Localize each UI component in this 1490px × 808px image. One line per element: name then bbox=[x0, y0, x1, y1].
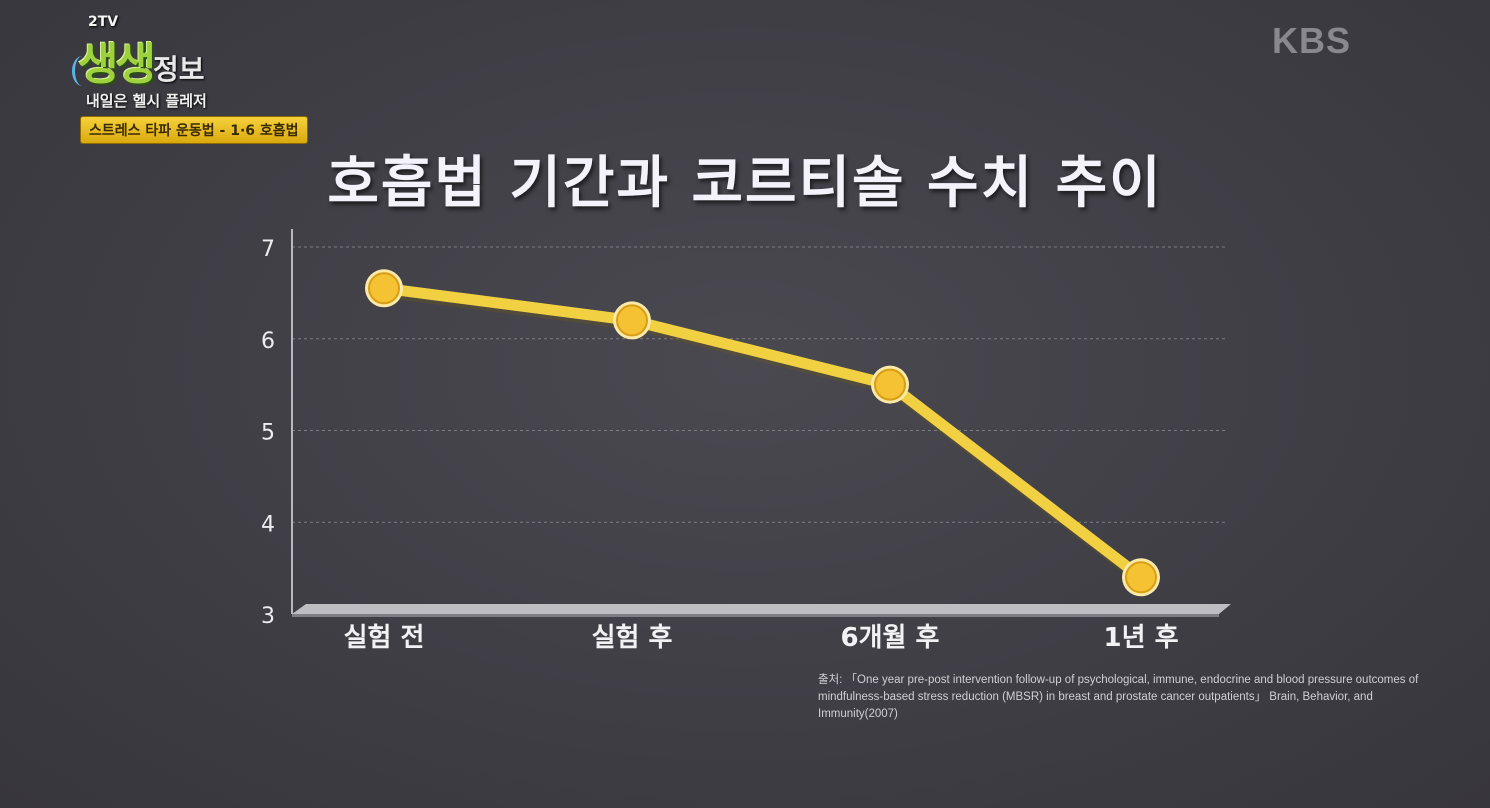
x-tick-label-1: 실험 전 bbox=[344, 623, 425, 653]
x-tick-labels: 실험 전 실험 후 6개월 후 1년 후 bbox=[344, 623, 1179, 653]
series bbox=[365, 269, 1160, 597]
program-name: 생생정보 bbox=[78, 28, 205, 92]
x-axis-floor bbox=[292, 604, 1231, 614]
y-tick-label-4: 4 bbox=[261, 512, 275, 537]
x-axis-floor-edge bbox=[292, 614, 1219, 617]
x-tick-label-4: 1년 후 bbox=[1104, 623, 1179, 653]
segment-title: 내일은 헬시 플레저 bbox=[86, 92, 207, 110]
y-tick-labels: 3 4 5 6 7 bbox=[261, 237, 275, 629]
y-tick-label-5: 5 bbox=[261, 421, 275, 446]
source-citation: 출처: 「One year pre-post intervention foll… bbox=[818, 674, 1419, 720]
wave-icon bbox=[72, 56, 93, 86]
y-tick-label-6: 6 bbox=[261, 329, 275, 354]
topic-badge: 스트레스 타파 운동법 - 1·6 호흡법 bbox=[80, 116, 308, 144]
broadcaster-watermark: KBS bbox=[1272, 20, 1352, 61]
y-tick-label-7: 7 bbox=[261, 237, 275, 262]
data-point-3 bbox=[874, 368, 906, 401]
program-name-main: 생생 bbox=[78, 39, 156, 90]
data-point-2 bbox=[616, 304, 648, 337]
program-name-suffix: 정보 bbox=[152, 53, 205, 86]
x-tick-label-2: 실험 후 bbox=[592, 623, 673, 653]
series-line-shadow-1 bbox=[385, 284, 1147, 586]
channel-tag: 2TV bbox=[88, 14, 119, 30]
axes bbox=[291, 229, 1231, 617]
series-line-1 bbox=[383, 282, 1145, 582]
gridlines bbox=[292, 246, 1225, 523]
x-tick-label-3: 6개월 후 bbox=[841, 623, 940, 653]
y-tick-label-3: 3 bbox=[261, 604, 275, 629]
data-point-4 bbox=[1125, 561, 1157, 594]
chart-title: 호흡법 기간과 코르티솔 수치 추이 bbox=[327, 151, 1163, 216]
data-point-1 bbox=[368, 272, 400, 305]
program-logo: 2TV 생생정보 내일은 헬시 플레저 스트레스 타파 운동법 - 1·6 호흡… bbox=[72, 12, 312, 152]
